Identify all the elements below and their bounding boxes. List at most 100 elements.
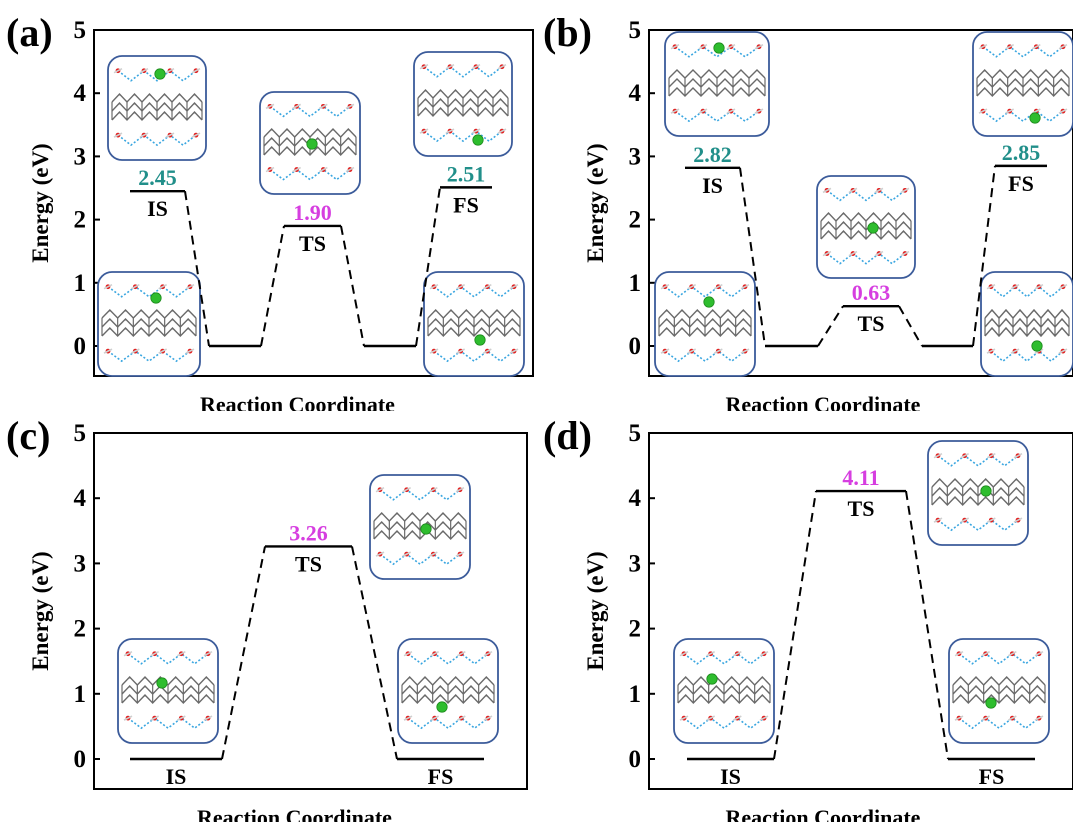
hydrogen-bond-network: [269, 105, 351, 118]
water-bond: [123, 715, 133, 721]
y-axis-label: Energy (eV): [28, 551, 53, 670]
x-axis-label: Reaction Coordinate: [726, 392, 921, 411]
structure-inset: [948, 638, 1050, 744]
graphene-sheet: [111, 92, 203, 122]
water-bond: [318, 166, 328, 173]
y-tick-label: 4: [74, 485, 87, 512]
water-bond: [497, 128, 507, 134]
state-label: FS: [428, 764, 454, 789]
water-bond: [139, 68, 149, 74]
panel-c: 0 1 2 3 4 5 Energy (eV) Reaction Coordinate (c) I…: [0, 411, 537, 827]
water-bond: [1034, 651, 1044, 657]
pathway-connector: [184, 191, 210, 347]
water-bond: [1058, 348, 1068, 354]
state-label: IS: [720, 764, 741, 789]
ion-atom: [420, 523, 432, 535]
pathway-connector: [972, 165, 996, 347]
graphene-sheet: [373, 511, 467, 541]
water-bond: [960, 453, 970, 459]
pathway-connector: [415, 187, 441, 347]
water-bond: [191, 68, 201, 74]
water-bond: [1034, 715, 1044, 721]
water-bond: [429, 284, 439, 290]
water-bond: [713, 348, 723, 354]
energy-profile-chart-b: 0 1 2 3 4 5 Energy (eV) Reaction Coordinate (b) I…: [543, 10, 1073, 417]
water-bond: [203, 715, 213, 721]
water-bond: [740, 284, 750, 290]
structure-inset: [117, 638, 219, 744]
water-bond: [933, 517, 943, 523]
water-bond: [471, 128, 481, 134]
hydrogen-bond-network: [433, 285, 515, 298]
water-bond: [848, 250, 858, 257]
ion-atom: [713, 42, 725, 54]
hydrogen-bond-network: [379, 553, 461, 566]
water-bond: [732, 651, 742, 657]
water-bond: [679, 651, 689, 657]
water-bond: [1058, 108, 1068, 114]
structure-inset: [654, 271, 756, 377]
y-tick-label: 5: [629, 420, 642, 447]
water-bond: [660, 284, 670, 290]
water-bond: [445, 64, 455, 70]
hydrogen-bond-network: [937, 454, 1019, 467]
y-tick-label: 5: [74, 17, 87, 44]
y-tick-label: 1: [74, 681, 87, 708]
water-bond: [954, 651, 964, 657]
water-bond: [732, 715, 742, 721]
water-bond: [483, 715, 493, 721]
pathway-connector: [260, 225, 285, 347]
water-bond: [754, 108, 764, 114]
water-bond: [265, 103, 275, 110]
hydrogen-bond-network: [407, 717, 489, 730]
structure-inset: [369, 474, 471, 580]
ion-atom: [980, 485, 992, 497]
y-tick-label: 5: [629, 17, 642, 44]
x-axis-label: Reaction Coordinate: [197, 805, 392, 822]
water-bond: [150, 651, 160, 657]
water-bond: [103, 348, 113, 354]
water-bond: [726, 44, 736, 50]
plot-frame: [648, 432, 1073, 790]
structure-inset: [413, 51, 513, 157]
structure-inset: [816, 175, 916, 279]
hydrogen-bond-network: [117, 134, 197, 147]
water-bond: [687, 348, 697, 354]
water-bond: [848, 187, 858, 194]
water-bond: [981, 715, 991, 721]
y-tick-label: 4: [629, 80, 642, 107]
water-bond: [954, 715, 964, 721]
graphene-sheet: [401, 675, 495, 705]
y-tick-label: 0: [74, 333, 87, 360]
water-bond: [456, 715, 466, 721]
ion-atom: [1031, 340, 1043, 352]
water-bond: [158, 284, 168, 290]
water-bond: [123, 651, 133, 657]
y-tick-label: 1: [629, 681, 642, 708]
water-bond: [698, 108, 708, 114]
y-axis-label: Energy (eV): [583, 143, 608, 262]
water-bond: [113, 132, 123, 138]
y-tick-label: 2: [74, 616, 87, 643]
structure-inset: [259, 91, 361, 195]
graphene-sheet: [101, 308, 197, 338]
water-bond: [933, 453, 943, 459]
water-bond: [191, 132, 201, 138]
water-bond: [402, 551, 412, 557]
water-bond: [456, 651, 466, 657]
y-axis-label: Energy (eV): [28, 143, 53, 262]
water-bond: [670, 44, 680, 50]
water-bond: [497, 64, 507, 70]
water-bond: [430, 715, 440, 721]
energy-profile-chart-d: 0 1 2 3 4 5 Energy (eV) Reaction Coordinate (d) I…: [543, 413, 1073, 827]
water-bond: [130, 348, 140, 354]
pathway-connector: [340, 225, 365, 347]
structure-inset: [397, 638, 499, 744]
water-bond: [428, 487, 438, 493]
state-label: TS: [858, 311, 885, 336]
ion-atom: [154, 68, 166, 80]
pathway-connector: [221, 546, 266, 760]
state-label: FS: [453, 192, 479, 217]
y-tick-label: 1: [74, 270, 87, 297]
water-bond: [900, 250, 910, 257]
